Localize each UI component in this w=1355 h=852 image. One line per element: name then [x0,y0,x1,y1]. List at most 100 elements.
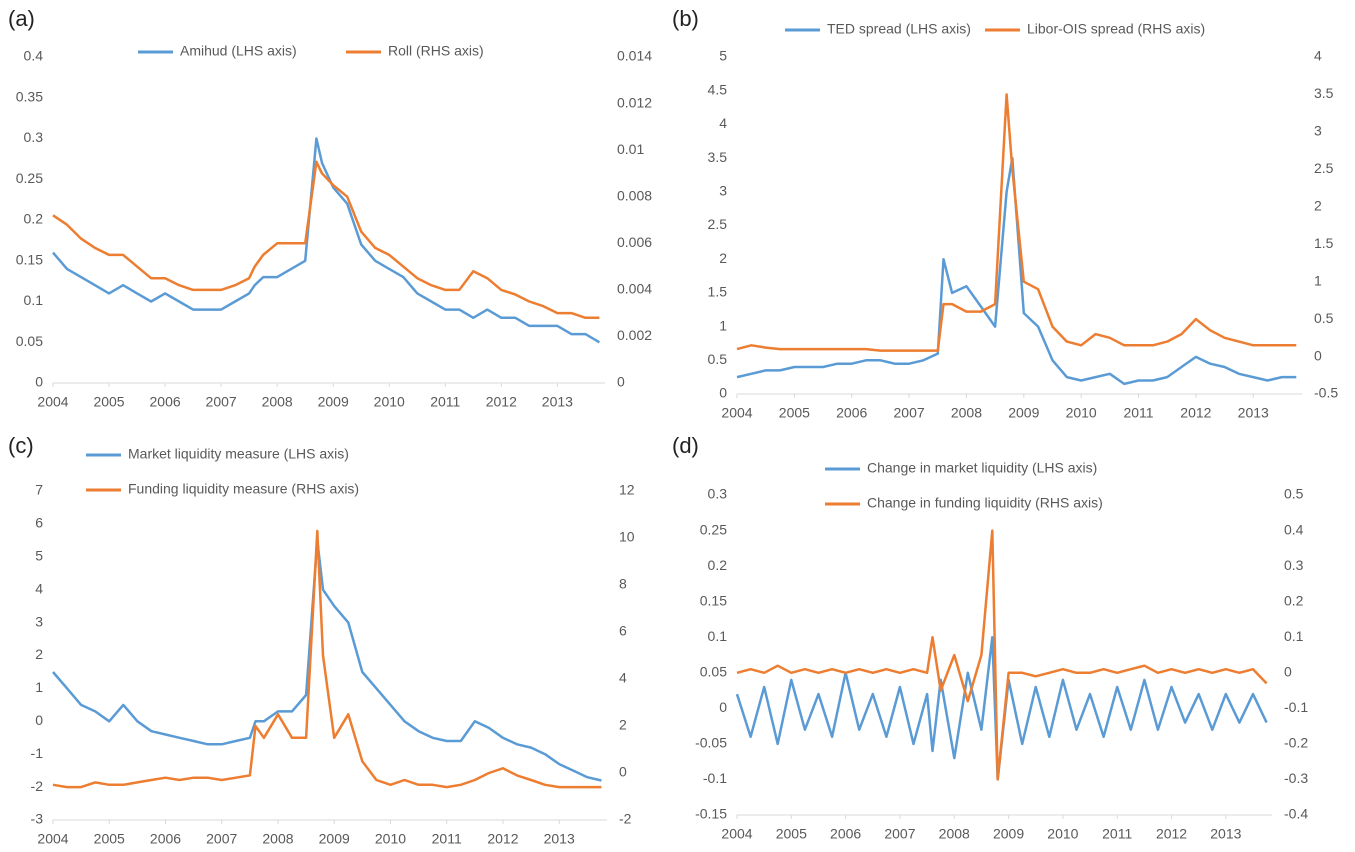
y2-tick-label: 0.4 [1284,521,1304,537]
y2-tick-label: 0.014 [617,48,652,64]
series-line [52,137,601,344]
x-tick-label: 2006 [150,394,181,410]
x-tick-label: 2008 [262,831,293,847]
legend-label: Change in funding liquidity (RHS axis) [867,495,1103,511]
x-tick-label: 2009 [318,394,349,410]
x-tick-label: 2012 [1180,405,1211,421]
y2-tick-label: 0.01 [617,141,644,157]
x-tick-label: 2011 [1102,826,1132,842]
series-line [736,156,1297,386]
y-tick-label: -2 [31,778,44,794]
y-tick-label: 0.15 [700,592,727,608]
x-tick-label: 2012 [487,831,518,847]
y2-tick-label: -0.2 [1284,735,1308,751]
legend-label: Libor-OIS spread (RHS axis) [1027,21,1205,37]
x-tick-label: 2005 [779,405,810,421]
y-tick-label: 0 [719,699,727,715]
y2-tick-label: 0.2 [1284,592,1304,608]
y2-tick-label: 2.5 [1314,160,1334,176]
y-tick-label: 5 [35,548,43,564]
x-tick-label: 2007 [884,826,915,842]
y2-tick-label: 2 [619,717,627,733]
y-tick-label: 4.5 [708,81,728,97]
y-tick-label: -0.05 [695,735,727,751]
panel-label: (b) [672,6,699,31]
y2-tick-label: 0 [619,764,627,780]
y-tick-label: -1 [31,745,44,761]
y2-tick-label: 0.5 [1314,310,1334,326]
y2-tick-label: 6 [619,623,627,639]
x-tick-label: 2004 [721,405,752,421]
x-tick-label: 2011 [1123,405,1153,421]
y-tick-label: -0.15 [695,806,727,822]
x-tick-label: 2012 [486,394,517,410]
y-tick-label: 0.05 [700,663,727,679]
x-tick-label: 2006 [150,831,181,847]
y2-tick-label: 0.002 [617,327,652,343]
y2-tick-label: 4 [619,670,627,686]
x-tick-label: 2006 [836,405,867,421]
y2-tick-label: 0.3 [1284,557,1304,573]
y2-tick-label: 0.1 [1284,628,1304,644]
panel-label: (c) [8,433,34,458]
y2-tick-label: 2 [1314,197,1322,213]
x-tick-label: 2008 [951,405,982,421]
x-tick-label: 2005 [93,394,124,410]
x-tick-label: 2007 [894,405,925,421]
y-tick-label: 1 [719,317,727,333]
y-tick-label: 6 [35,515,43,531]
legend-label: Roll (RHS axis) [388,43,484,59]
x-tick-label: 2004 [37,831,68,847]
x-tick-label: 2010 [375,831,406,847]
x-tick-label: 2013 [1238,405,1269,421]
y-tick-label: 0.2 [24,211,44,227]
y-tick-label: 0 [719,385,727,401]
y2-tick-label: 0 [617,374,625,390]
x-tick-label: 2008 [939,826,970,842]
y-tick-label: 3 [35,613,43,629]
x-tick-label: 2010 [374,394,405,410]
legend-label: Market liquidity measure (LHS axis) [128,446,349,462]
series-line [52,529,602,789]
y-tick-label: 0.3 [24,129,44,145]
y2-tick-label: -0.4 [1284,806,1308,822]
y-tick-label: 1 [35,679,43,695]
y-tick-label: 0.05 [16,333,43,349]
y-tick-label: 0.15 [16,251,43,267]
y2-tick-label: -0.1 [1284,699,1308,715]
y2-tick-label: -0.3 [1284,770,1308,786]
x-tick-label: 2013 [1210,826,1241,842]
y2-tick-label: 3 [1314,123,1322,139]
y2-tick-label: 0 [1284,663,1292,679]
x-tick-label: 2011 [432,831,462,847]
y-tick-label: 2.5 [708,216,728,232]
y-tick-label: -0.1 [703,770,727,786]
y-tick-label: 5 [719,48,727,64]
x-tick-label: 2004 [721,826,752,842]
y-tick-label: 2 [35,646,43,662]
y2-tick-label: 0.5 [1284,486,1304,502]
y-tick-label: 1.5 [708,284,728,300]
y-tick-label: 0.1 [24,292,44,308]
y2-tick-label: -0.5 [1314,385,1338,401]
y2-tick-label: 0 [1314,347,1322,363]
x-tick-label: 2007 [206,831,237,847]
y2-tick-label: 3.5 [1314,85,1334,101]
y-tick-label: 0.4 [24,48,44,64]
x-tick-label: 2009 [993,826,1024,842]
x-tick-label: 2005 [776,826,807,842]
series-line [736,93,1297,352]
x-tick-label: 2010 [1047,826,1078,842]
y2-tick-label: 10 [619,529,635,545]
y2-tick-label: 0.008 [617,187,652,203]
y2-tick-label: 0.006 [617,234,652,250]
series-line [735,635,1268,781]
x-tick-label: 2009 [319,831,350,847]
y-tick-label: 3.5 [708,149,728,165]
y-tick-label: 0.2 [708,557,728,573]
y-tick-label: 7 [35,482,43,498]
x-tick-label: 2009 [1008,405,1039,421]
y-tick-label: 4 [719,115,727,131]
y-tick-label: 3 [719,183,727,199]
